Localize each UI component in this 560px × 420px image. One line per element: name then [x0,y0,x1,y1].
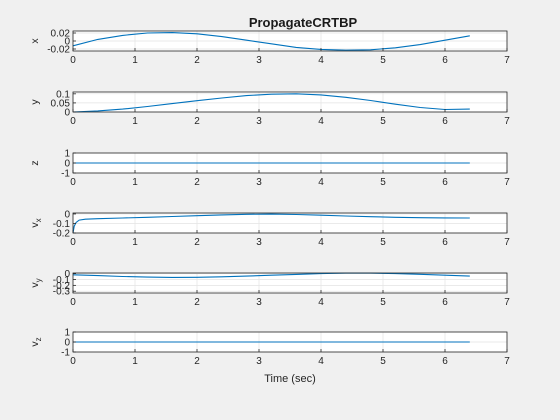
y-axis-label: vy [29,278,43,287]
x-tick-label: 5 [380,55,386,66]
x-tick-label: 4 [318,356,324,367]
x-tick-label: 2 [194,116,200,127]
x-tick-label: 1 [132,116,138,127]
x-tick-label: 2 [194,297,200,308]
x-tick-label: 7 [504,177,510,188]
plot-area [73,213,507,233]
y-axis-label: z [29,160,41,165]
x-tick-label: 0 [70,55,76,66]
x-tick-label: 7 [504,297,510,308]
subplot-3: 0 1 2 3 4 5 6 710-1z [29,149,510,189]
x-tick-label: 4 [318,177,324,188]
y-tick-label: 0 [64,338,70,349]
y-axis-label: vx [29,218,43,227]
y-axis-label-subscript: x [34,218,43,222]
x-tick-label: 2 [194,237,200,248]
x-tick-label: 6 [442,116,448,127]
x-tick-label: 1 [132,237,138,248]
axes-box [72,212,508,234]
y-tick-label: 0 [64,37,70,48]
x-tick-label: 4 [318,297,324,308]
y-tick-label: 0 [64,159,70,170]
x-tick-label: 6 [442,297,448,308]
x-tick-label: 5 [380,237,386,248]
x-tick-label: 3 [256,356,262,367]
y-tick-label: -1 [61,348,70,359]
x-tick-label: 6 [442,356,448,367]
x-tick-label: 0 [70,237,76,248]
series-line [72,213,470,234]
x-tick-label: 2 [194,356,200,367]
x-tick-label: 0 [70,116,76,127]
x-tick-label: 2 [194,177,200,188]
x-tick-label: 5 [380,356,386,367]
series-line [72,32,470,51]
series-line [72,272,470,278]
y-tick-label: -0.02 [47,45,70,56]
x-tick-label: 6 [442,237,448,248]
x-tick-label: 1 [132,297,138,308]
x-tick-label: 5 [380,297,386,308]
y-tick-label: -0.3 [53,287,71,298]
x-tick-label: 6 [442,177,448,188]
x-tick-label: 3 [256,55,262,66]
y-tick-label: 0.05 [51,98,71,109]
x-tick-label: 5 [380,116,386,127]
x-tick-label: 7 [504,356,510,367]
chart-title: PropagateCRTBP [249,15,358,30]
y-axis-label: x [29,38,41,44]
y-axis-label: y [29,99,41,105]
x-tick-label: 0 [70,356,76,367]
x-tick-label: 7 [504,55,510,66]
y-tick-label: 0 [64,269,70,280]
subplot-1: 0 1 2 3 4 5 6 70.020-0.02x [29,29,510,67]
x-tick-label: 3 [256,237,262,248]
x-tick-label: 4 [318,55,324,66]
y-axis-label: vz [29,337,43,346]
x-tick-label: 1 [132,55,138,66]
x-tick-label: 0 [70,177,76,188]
y-axis-label-subscript: y [34,278,43,282]
x-tick-label: 7 [504,116,510,127]
x-tick-label: 7 [504,237,510,248]
y-tick-label: -0.2 [53,229,71,240]
y-tick-label: 0 [64,108,70,119]
subplot-4: 0 1 2 3 4 5 6 70-0.1-0.2vx [29,209,510,248]
y-tick-label: -0.2 [53,281,71,292]
x-tick-label: 4 [318,116,324,127]
x-tick-label: 0 [70,297,76,308]
x-tick-label: 1 [132,356,138,367]
y-axis-label-subscript: z [34,337,43,341]
y-tick-label: 0.02 [51,29,71,40]
x-tick-label: 3 [256,297,262,308]
y-tick-label: -0.1 [53,219,71,230]
x-tick-label: 1 [132,177,138,188]
subplot-5: 0 1 2 3 4 5 6 70-0.1-0.2-0.3vy [29,269,510,308]
y-tick-label: 1 [64,328,70,339]
x-axis-label: Time (sec) [264,373,316,385]
x-tick-label: 6 [442,55,448,66]
y-tick-label: -1 [61,169,70,180]
axes-box [72,91,508,113]
y-tick-label: 0 [64,209,70,220]
y-tick-label: 1 [64,149,70,160]
x-tick-label: 2 [194,55,200,66]
x-tick-label: 5 [380,177,386,188]
subplot-6: 0 1 2 3 4 5 6 710-1vz [29,328,510,368]
series-line [72,93,470,113]
x-tick-label: 4 [318,237,324,248]
y-tick-label: 0.1 [56,89,70,100]
y-tick-label: -0.1 [53,275,71,286]
x-tick-label: 3 [256,177,262,188]
plot-area [73,92,507,112]
x-tick-label: 3 [256,116,262,127]
axes-box [72,272,508,294]
plot-area [73,273,507,293]
